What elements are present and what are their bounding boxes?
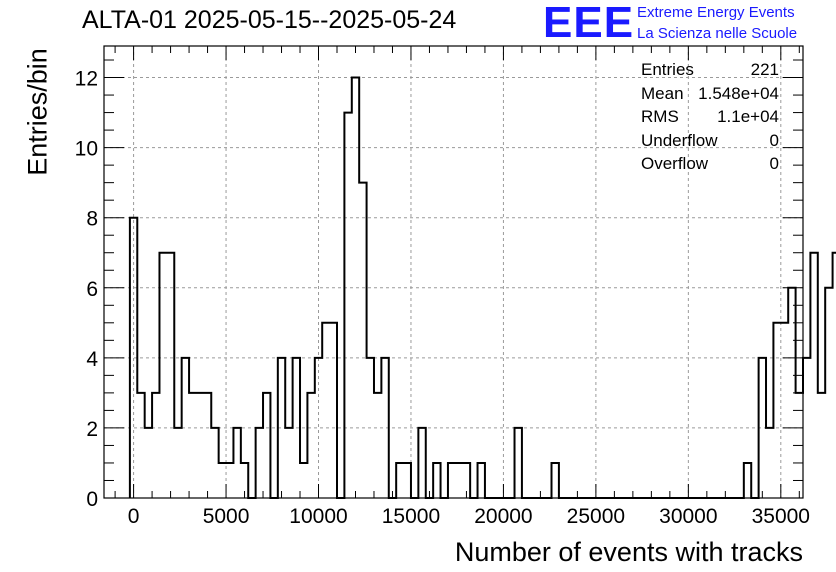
plot-title: ALTA-01 2025-05-15--2025-05-24 xyxy=(82,6,457,34)
x-tick-label: 25000 xyxy=(567,505,625,528)
stats-row-entries: Entries 221 xyxy=(641,58,779,82)
x-tick-label: 35000 xyxy=(752,505,810,528)
y-axis-label: Entries/bin xyxy=(22,48,53,176)
stats-key: Mean xyxy=(641,83,684,103)
x-tick-label: 15000 xyxy=(382,505,440,528)
stats-key: RMS xyxy=(641,107,679,126)
y-tick-label: 12 xyxy=(75,68,98,91)
stats-row-overflow: Overflow 0 xyxy=(641,152,779,176)
x-tick-label: 30000 xyxy=(659,505,717,528)
y-tick-label: 10 xyxy=(75,138,98,161)
y-tick-label: 6 xyxy=(86,278,98,301)
stats-row-mean: Mean 1.548e+04 xyxy=(641,82,779,106)
stats-value: 0 xyxy=(769,154,779,173)
y-tick-label: 2 xyxy=(86,418,98,441)
x-tick-label: 10000 xyxy=(289,505,347,528)
stats-row-rms: RMS 1.1e+04 xyxy=(641,105,779,129)
x-tick-label: 20000 xyxy=(474,505,532,528)
stats-key: Overflow xyxy=(641,154,709,173)
histogram-series xyxy=(128,76,836,499)
plot-frame xyxy=(103,45,804,499)
eee-logo: EEE xyxy=(543,0,635,47)
y-tick-label: 0 xyxy=(86,488,98,511)
stats-key: Entries xyxy=(641,60,694,79)
stats-value: 1.548e+04 xyxy=(698,83,779,103)
y-tick-label: 4 xyxy=(86,348,98,371)
logo-text-line-1: Extreme Energy Events xyxy=(637,4,795,21)
stats-value: 221 xyxy=(750,60,779,79)
stats-value: 1.1e+04 xyxy=(717,107,779,126)
y-tick-label: 8 xyxy=(86,208,98,231)
stats-box: Entries 221 Mean 1.548e+04 RMS 1.1e+04 U… xyxy=(641,58,779,176)
stats-row-underflow: Underflow 0 xyxy=(641,129,779,153)
stats-key: Underflow xyxy=(641,130,718,150)
x-tick-label: 0 xyxy=(128,505,140,528)
x-tick-label: 5000 xyxy=(203,505,250,528)
logo-text-line-2: La Scienza nelle Scuole xyxy=(637,25,798,42)
x-axis-label: Number of events with tracks xyxy=(454,537,803,567)
stats-value: 0 xyxy=(769,130,779,150)
